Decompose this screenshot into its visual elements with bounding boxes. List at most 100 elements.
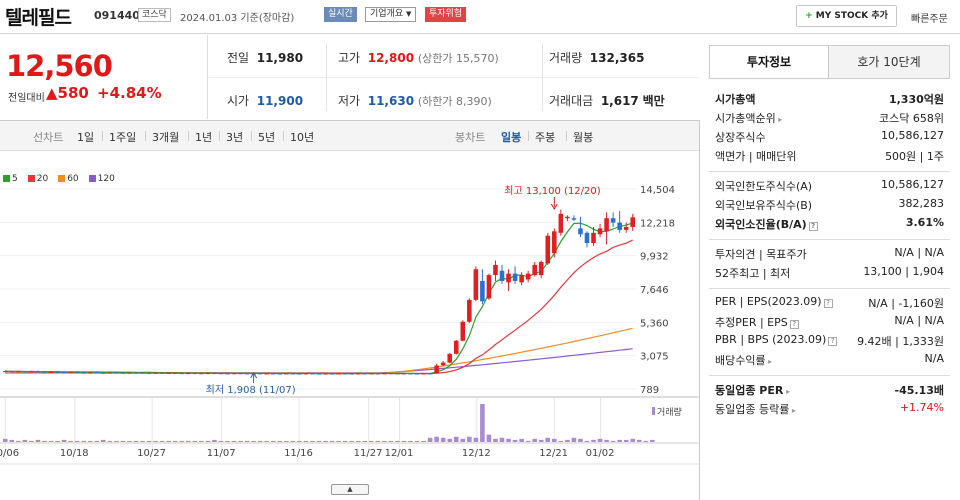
volume-bar [610,440,616,442]
candle [81,372,86,374]
help-icon[interactable]: ? [808,222,818,231]
candle [29,371,34,373]
candle [35,371,41,373]
volume-legend-swatch [652,407,655,415]
tab-order-book[interactable]: 호가 10단계 [828,45,950,79]
candle [9,371,15,373]
collapse-chart-button[interactable]: ▲ [331,484,369,495]
period-7[interactable]: 10년 [290,131,315,144]
volume-bar [643,440,649,442]
divider [528,131,529,141]
candle [179,373,185,375]
arrow-right-icon[interactable]: ▸ [765,357,773,366]
divider [251,131,252,141]
high-annotation: 최고 13,100 (12/20) [504,185,600,197]
period-5[interactable]: 3년 [226,131,244,144]
candle [114,372,119,374]
candle-period-1[interactable]: 일봉 [501,131,522,144]
candle-chart[interactable]: 14,504 12,218 9,932 7,646 5,360 3,075 789 10/06… [0,121,699,481]
candle [87,372,93,374]
candle [212,373,217,375]
volume-bar [447,438,453,442]
change-amount-value: 580 [57,84,89,102]
line-chart-label: 선차트 [33,131,64,144]
volume-bar [212,439,217,442]
candle [362,373,368,375]
arrow-right-icon[interactable]: ▸ [783,387,791,396]
legend-swatch [27,175,35,182]
period-4[interactable]: 1년 [195,131,213,144]
volume-bar [205,440,211,442]
candle [42,371,47,373]
info-value: 10,586,127 [881,129,944,142]
candle-chart-label: 봉차트 [455,131,486,144]
volume-bar [35,439,41,442]
volume-bar [146,440,152,442]
info-label: 추정PER | EPS? [715,314,799,330]
period-2[interactable]: 1주일 [109,131,137,144]
high-label: 고가 [338,51,361,65]
volume-bar [408,440,413,442]
candle [185,373,191,375]
volume-bar [244,440,250,442]
candle-period-2[interactable]: 주봉 [535,131,556,144]
candle [153,372,158,374]
arrow-right-icon[interactable]: ▸ [789,406,796,415]
info-row: 시가총액순위 ▸ 코스닥 658위 [715,110,944,128]
info-row: 액면가 | 매매단위 500원 | 1주 [715,148,944,166]
tab-investment-info[interactable]: 투자정보 [709,45,829,79]
market-tag: 코스닥 [138,8,171,22]
volume-bar [2,438,8,442]
volume-bar [349,440,354,442]
candle [552,231,557,254]
period-6[interactable]: 5년 [258,131,276,144]
y-tick-label: 12,218 [640,218,675,229]
period-3[interactable]: 3개월 [152,131,180,144]
price-panel: 12,560 전일대비 ▲580 +4.84% [0,35,208,119]
help-icon[interactable]: ? [828,337,838,346]
volume-bar [636,439,642,442]
volume-bar [388,440,394,442]
volume-bar [120,440,126,442]
divider [219,131,220,141]
help-icon[interactable]: ? [823,299,833,308]
info-value: 코스닥 658위 [879,112,944,125]
legend-label: 5 [12,174,18,184]
help-icon[interactable]: ? [789,320,799,329]
quick-order-link[interactable]: 빠른주문 [911,14,948,25]
candle [192,373,198,375]
volume-bar [22,439,28,442]
candle-period-3[interactable]: 월봉 [573,131,594,144]
realtime-badge[interactable]: 실시간 [324,7,357,22]
info-value: 382,283 [898,197,945,210]
volume-bar [369,440,374,442]
divider [709,171,950,172]
arrow-right-icon[interactable]: ▸ [775,115,783,124]
info-value: N/A | -1,160원 [868,297,944,310]
high-value: 12,800 [367,51,415,65]
candle [375,373,381,375]
volume-bar [499,437,505,442]
low-arrow-head [250,372,258,379]
caution-badge: 투자위험 [425,7,467,22]
volume-bar [238,440,243,442]
high-arrow-head [550,203,558,210]
candle [127,372,132,374]
candle [604,218,609,232]
info-row: 동일업종 등락률 ▸ +1.74% [715,401,944,419]
period-1[interactable]: 1일 [77,131,95,144]
candle [473,269,479,300]
y-tick-label: 9,932 [640,252,669,263]
info-label: 동일업종 등락률 ▸ [715,403,796,416]
company-overview-dropdown[interactable]: 기업개요 ▼ [365,7,417,22]
add-mystock-button[interactable]: + MY STOCK 추가 [796,5,897,27]
change-label: 전일대비 [8,93,45,104]
info-value: N/A | N/A [894,314,944,327]
candle [107,372,113,374]
candle [284,373,289,375]
candle [159,372,165,374]
legend-label: 120 [97,174,115,184]
low-label: 저가 [338,94,361,108]
candle [421,373,426,375]
candle [414,373,420,375]
